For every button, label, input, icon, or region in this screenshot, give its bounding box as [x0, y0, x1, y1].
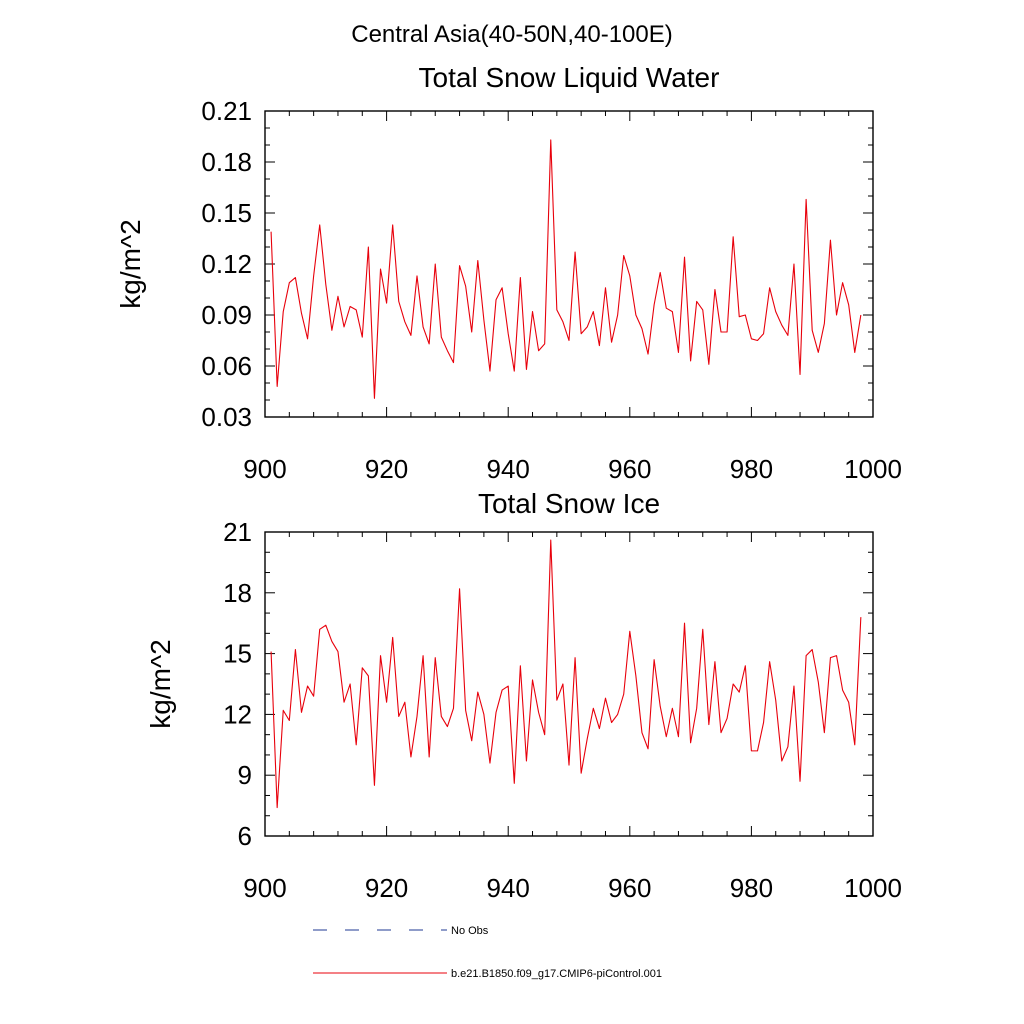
y-tick-label: 0.03 [201, 402, 252, 432]
x-tick-label: 960 [608, 454, 651, 484]
x-tick-label: 980 [730, 873, 773, 903]
y-tick-label: 0.09 [201, 300, 252, 330]
y-tick-label: 15 [223, 639, 252, 669]
y-tick-label: 0.15 [201, 198, 252, 228]
plot-frame [264, 531, 874, 837]
x-tick-label: 1000 [844, 454, 902, 484]
y-tick-label: 21 [223, 517, 252, 547]
y-tick-label: 0.18 [201, 147, 252, 177]
x-tick-label: 940 [487, 454, 530, 484]
x-tick-label: 920 [365, 873, 408, 903]
y-tick-label: 0.12 [201, 249, 252, 279]
x-tick-label: 980 [730, 454, 773, 484]
x-tick-label: 1000 [844, 873, 902, 903]
legend: No Obs b.e21.B1850.f09_g17.CMIP6-piContro… [313, 925, 662, 980]
x-tick-label: 900 [243, 873, 286, 903]
y-tick-label: 6 [238, 821, 252, 851]
x-tick-label: 940 [487, 873, 530, 903]
series-line [270, 539, 862, 809]
x-tick-label: 900 [243, 454, 286, 484]
y-axis-label: kg/m^2 [115, 219, 146, 308]
y-tick-label: 0.21 [201, 96, 252, 126]
x-tick-label: 920 [365, 454, 408, 484]
y-tick-label: 0.06 [201, 351, 252, 381]
y-tick-label: 9 [238, 760, 252, 790]
plot-frame [264, 110, 874, 418]
series-line [270, 139, 862, 399]
y-tick-label: 18 [223, 578, 252, 608]
chart-title: Total Snow Ice [478, 488, 660, 519]
y-axis-label: kg/m^2 [145, 639, 176, 728]
chart-title: Total Snow Liquid Water [419, 62, 720, 93]
panel-snow-liquid-water: Total Snow Liquid Water 900 920 940 960 980 10… [115, 62, 902, 484]
legend-label: b.e21.B1850.f09_g17.CMIP6-piControl.001 [451, 968, 662, 980]
panel-snow-ice: Total Snow Ice 900 920 940 960 980 1000 6 9 12 15 1… [145, 488, 902, 903]
y-tick-label: 12 [223, 699, 252, 729]
legend-label: No Obs [451, 925, 489, 937]
figure-main-title: Central Asia(40-50N,40-100E) [351, 21, 673, 48]
x-tick-label: 960 [608, 873, 651, 903]
